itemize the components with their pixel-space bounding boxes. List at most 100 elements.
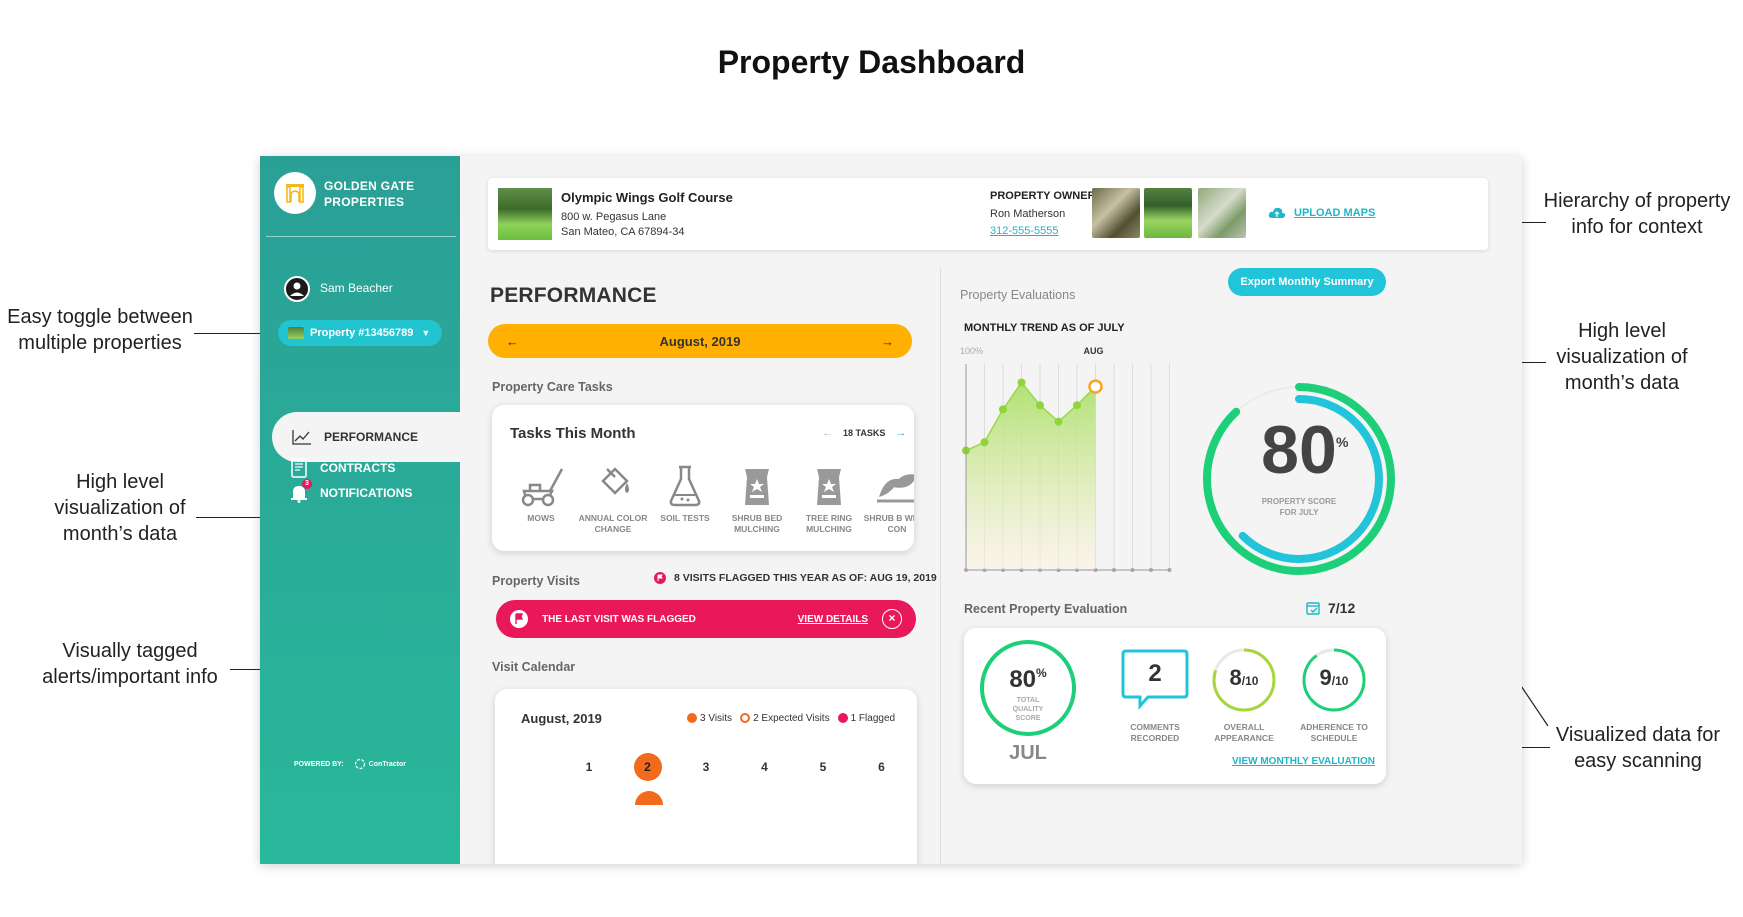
- property-photo: [498, 188, 552, 240]
- property-name: Olympic Wings Golf Course: [561, 190, 733, 205]
- trend-point: [999, 405, 1007, 414]
- trend-area: [966, 382, 1096, 570]
- task-item[interactable]: SOIL TESTS: [648, 463, 722, 524]
- property-toggle[interactable]: Property #13456789 ▼: [278, 320, 442, 346]
- task-item[interactable]: SHRUB BED MULCHING: [720, 463, 794, 535]
- arrow-left-icon[interactable]: ←: [822, 427, 833, 439]
- property-address: 800 w. Pegasus Lane San Mateo, CA 67894-…: [561, 210, 685, 240]
- property-score-value: 80: [1261, 412, 1337, 488]
- calendar-day[interactable]: 2: [633, 753, 662, 781]
- calendar-day[interactable]: 3: [702, 760, 710, 774]
- sidebar-item-contracts[interactable]: CONTRACTS: [290, 458, 395, 478]
- trend-point: [1017, 378, 1026, 387]
- visits-flagged-text: 8 VISITS FLAGGED THIS YEAR AS OF: AUG 19…: [674, 572, 937, 584]
- visit-calendar: August, 2019 3 Visits 2 Expected Visits …: [495, 689, 917, 864]
- task-label: ANNUAL COLOR CHANGE: [578, 513, 648, 534]
- trend-title: MONTHLY TREND AS OF JULY: [964, 322, 1125, 334]
- sidebar-item-notifications[interactable]: 3 NOTIFICATIONS: [290, 479, 412, 503]
- appearance-label: OVERALL APPEARANCE: [1214, 722, 1274, 743]
- view-details-link[interactable]: VIEW DETAILS: [797, 613, 868, 625]
- line-chart-icon: [292, 430, 311, 445]
- flag-icon: [654, 572, 666, 584]
- calendar-day[interactable]: 4: [761, 760, 768, 774]
- mulch-bag-icon: [792, 463, 866, 507]
- task-item[interactable]: SHRUB B WEED CON: [860, 463, 914, 535]
- calendar-check-icon: [1306, 602, 1320, 615]
- legend-flagged: 1 Flagged: [837, 713, 895, 724]
- legend-dot: [740, 713, 751, 724]
- annotation-alerts: Visually tagged alerts/important info: [42, 640, 218, 688]
- calendar-day[interactable]: 1: [585, 760, 593, 774]
- sidebar-divider: [266, 236, 456, 237]
- comments-label: COMMENTS RECORDED: [1130, 722, 1180, 743]
- view-monthly-evaluation-link[interactable]: VIEW MONTHLY EVALUATION: [1232, 756, 1375, 767]
- recent-evaluation-date: 7/12: [1306, 600, 1355, 616]
- visits-label: Property Visits: [492, 574, 581, 588]
- map-thumbnail[interactable]: [1144, 188, 1192, 238]
- task-label: MOWS: [527, 513, 555, 523]
- trend-point: [1073, 401, 1081, 410]
- trend-point: [1088, 379, 1103, 394]
- calendar-day[interactable]: 5: [819, 760, 827, 774]
- address-line-1: 800 w. Pegasus Lane: [561, 211, 667, 223]
- chevron-down-icon: ▼: [421, 328, 431, 338]
- sidebar-item-label: PERFORMANCE: [324, 430, 419, 444]
- appearance-score: 8/10: [1229, 665, 1259, 690]
- evaluation-month: JUL: [1009, 742, 1047, 764]
- recent-evaluation-label: Recent Property Evaluation: [964, 602, 1128, 616]
- task-label: SOIL TESTS: [660, 513, 710, 523]
- month-label: August, 2019: [659, 333, 741, 349]
- sidebar: GOLDEN GATE PROPERTIES Sam Beacher Prope…: [260, 156, 470, 864]
- export-monthly-summary-button[interactable]: Export Monthly Summary: [1228, 268, 1386, 296]
- tasks-card: Tasks This Month ← 18 TASKS → MOWS ANNUA…: [492, 405, 914, 551]
- trend-point: [1036, 401, 1044, 410]
- adherence-ring: [1302, 648, 1366, 712]
- total-score-caption: TOTAL QUALITY SCORE: [1012, 697, 1044, 722]
- property-score-ring: [1203, 383, 1395, 575]
- recent-evaluation-card: 80% TOTAL QUALITY SCORE JUL 2 COMMENTS R…: [964, 628, 1386, 784]
- trend-points: [962, 378, 1103, 455]
- annotation-scanning: Visualized data for easy scanning: [1555, 724, 1721, 772]
- contractor-name: ConTractor: [368, 760, 406, 768]
- avatar[interactable]: [284, 276, 310, 302]
- annotation-line: [194, 333, 264, 334]
- map-thumbnail[interactable]: [1092, 188, 1140, 238]
- calendar-title: August, 2019: [521, 711, 602, 726]
- arrow-right-icon[interactable]: →: [895, 427, 907, 439]
- contractor-logo: ConTractor: [354, 758, 406, 770]
- task-label: SHRUB B WEED CON: [863, 513, 914, 534]
- legend-visits: 3 Visits: [687, 713, 732, 724]
- trend-line: [965, 381, 1097, 452]
- calendar-day[interactable]: 6: [878, 760, 885, 774]
- dashboard-app: GOLDEN GATE PROPERTIES Sam Beacher Prope…: [260, 156, 1522, 864]
- section-title-performance: PERFORMANCE: [490, 284, 657, 307]
- gate-icon: [286, 184, 304, 203]
- legend-dot: [687, 713, 697, 724]
- task-item[interactable]: TREE RING MULCHING: [792, 463, 866, 535]
- upload-maps-link[interactable]: UPLOAD MAPS: [1268, 206, 1375, 220]
- flask-icon: [648, 463, 722, 507]
- owner-phone-link[interactable]: 312-555-5555: [990, 225, 1059, 237]
- care-tasks-label: Property Care Tasks: [492, 380, 613, 394]
- brand-logo[interactable]: [274, 172, 316, 214]
- task-item[interactable]: ANNUAL COLOR CHANGE: [576, 463, 650, 535]
- alert-text: THE LAST VISIT WAS FLAGGED: [542, 613, 696, 625]
- tasks-pager: ← 18 TASKS →: [822, 427, 906, 439]
- task-label: SHRUB BED MULCHING: [731, 513, 783, 534]
- arrow-left-icon[interactable]: ←: [506, 333, 519, 349]
- column-divider: [940, 268, 941, 864]
- leaf-icon: [860, 463, 914, 507]
- task-item[interactable]: MOWS: [504, 463, 578, 524]
- brand-name: GOLDEN GATE PROPERTIES: [324, 179, 415, 209]
- calendar-visit-marker: [635, 791, 663, 805]
- adherence-score: 9/10: [1319, 665, 1349, 690]
- annotation-toggle: Easy toggle between multiple properties: [7, 306, 193, 354]
- close-icon[interactable]: ×: [882, 609, 902, 629]
- monthly-trend-chart: 100% AUG: [960, 346, 1172, 572]
- arrow-right-icon[interactable]: →: [880, 333, 894, 349]
- map-thumbnail[interactable]: [1198, 188, 1246, 238]
- adherence-label: ADHERENCE TO SCHEDULE: [1300, 722, 1368, 743]
- page-title: Property Dashboard: [717, 44, 1026, 80]
- sidebar-item-performance[interactable]: PERFORMANCE: [272, 412, 470, 462]
